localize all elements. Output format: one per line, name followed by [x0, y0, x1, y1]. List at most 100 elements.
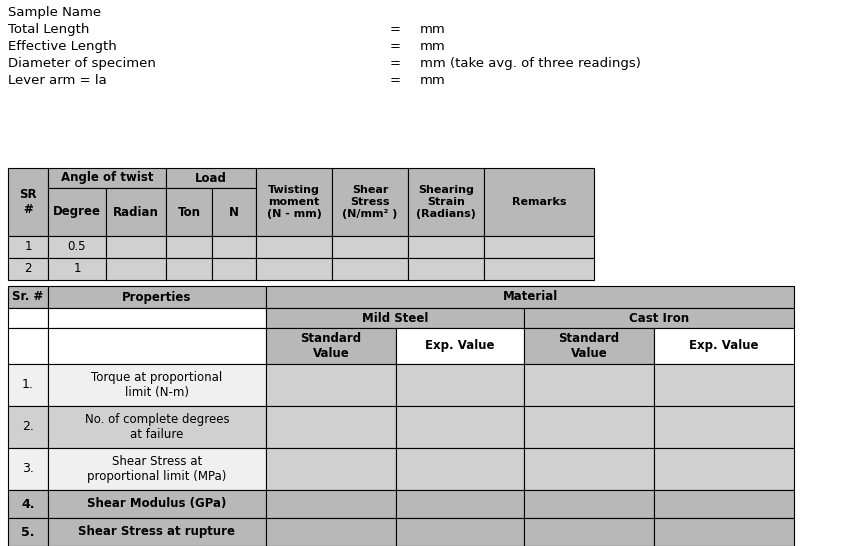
Bar [266, 518, 396, 546]
Bar [654, 328, 794, 364]
Bar [332, 168, 408, 236]
Text: =: = [390, 74, 401, 87]
Bar [166, 258, 212, 280]
Bar [524, 328, 654, 364]
Text: 2.: 2. [22, 420, 34, 434]
Text: 1.: 1. [22, 378, 34, 391]
Bar [166, 188, 212, 236]
Bar [8, 168, 48, 236]
Text: Shear Stress at
proportional limit (MPa): Shear Stress at proportional limit (MPa) [87, 455, 227, 483]
Bar [212, 188, 256, 236]
Text: Lever arm = la: Lever arm = la [8, 74, 107, 87]
Bar [106, 188, 166, 236]
Text: mm: mm [420, 40, 446, 53]
Bar [266, 406, 396, 448]
Text: Sample Name: Sample Name [8, 6, 102, 19]
Bar [484, 168, 594, 236]
Bar [484, 236, 594, 258]
Bar [48, 308, 266, 328]
Text: Shear Modulus (GPa): Shear Modulus (GPa) [87, 497, 227, 511]
Text: Remarks: Remarks [512, 197, 566, 207]
Bar [396, 364, 524, 406]
Text: Standard
Value: Standard Value [300, 332, 361, 360]
Text: Total Length: Total Length [8, 23, 90, 36]
Bar [256, 258, 332, 280]
Bar [106, 236, 166, 258]
Text: 4.: 4. [21, 497, 35, 511]
Text: Degree: Degree [53, 205, 101, 218]
Text: Shear Stress at rupture: Shear Stress at rupture [79, 525, 235, 538]
Bar [396, 406, 524, 448]
Text: Sr. #: Sr. # [13, 290, 44, 304]
Bar [8, 286, 48, 308]
Bar [654, 406, 794, 448]
Text: Effective Length: Effective Length [8, 40, 117, 53]
Text: Standard
Value: Standard Value [558, 332, 619, 360]
Bar [266, 328, 396, 364]
Text: mm: mm [420, 23, 446, 36]
Text: 0.5: 0.5 [68, 240, 86, 253]
Bar [266, 448, 396, 490]
Bar [396, 448, 524, 490]
Text: SR
#: SR # [19, 188, 37, 216]
Text: Shear
Stress
(N/mm² ): Shear Stress (N/mm² ) [343, 186, 398, 218]
Bar [524, 406, 654, 448]
Bar [48, 168, 166, 188]
Bar [266, 364, 396, 406]
Text: N: N [229, 205, 239, 218]
Bar [8, 308, 48, 328]
Bar [8, 258, 48, 280]
Text: Load: Load [195, 171, 227, 185]
Bar [48, 286, 266, 308]
Bar [396, 328, 524, 364]
Bar [408, 168, 484, 236]
Text: 2: 2 [25, 263, 32, 276]
Text: Cast Iron: Cast Iron [629, 312, 689, 324]
Bar [654, 448, 794, 490]
Bar [8, 364, 48, 406]
Bar [524, 448, 654, 490]
Bar [48, 490, 266, 518]
Bar [332, 236, 408, 258]
Bar [256, 236, 332, 258]
Bar [256, 168, 332, 236]
Bar [48, 188, 106, 236]
Text: Material: Material [503, 290, 558, 304]
Bar [396, 518, 524, 546]
Bar [8, 448, 48, 490]
Text: Ton: Ton [178, 205, 201, 218]
Bar [166, 236, 212, 258]
Text: Exp. Value: Exp. Value [426, 340, 495, 353]
Bar [524, 518, 654, 546]
Text: =: = [390, 40, 401, 53]
Bar [484, 258, 594, 280]
Bar [8, 406, 48, 448]
Bar [332, 258, 408, 280]
Bar [266, 286, 794, 308]
Text: Torque at proportional
limit (N-m): Torque at proportional limit (N-m) [91, 371, 222, 399]
Bar [408, 258, 484, 280]
Bar [212, 258, 256, 280]
Bar [8, 490, 48, 518]
Bar [48, 364, 266, 406]
Bar [524, 308, 794, 328]
Text: 5.: 5. [21, 525, 35, 538]
Bar [48, 448, 266, 490]
Text: Exp. Value: Exp. Value [689, 340, 759, 353]
Bar [8, 328, 48, 364]
Bar [48, 518, 266, 546]
Bar [654, 518, 794, 546]
Bar [266, 308, 524, 328]
Bar [106, 258, 166, 280]
Text: Radian: Radian [113, 205, 159, 218]
Bar [266, 490, 396, 518]
Text: 3.: 3. [22, 462, 34, 476]
Text: Twisting
moment
(N - mm): Twisting moment (N - mm) [266, 186, 321, 218]
Text: No. of complete degrees
at failure: No. of complete degrees at failure [85, 413, 229, 441]
Text: mm (take avg. of three readings): mm (take avg. of three readings) [420, 57, 641, 70]
Text: 1: 1 [74, 263, 80, 276]
Bar [408, 236, 484, 258]
Text: Angle of twist: Angle of twist [61, 171, 153, 185]
Bar [396, 490, 524, 518]
Bar [524, 490, 654, 518]
